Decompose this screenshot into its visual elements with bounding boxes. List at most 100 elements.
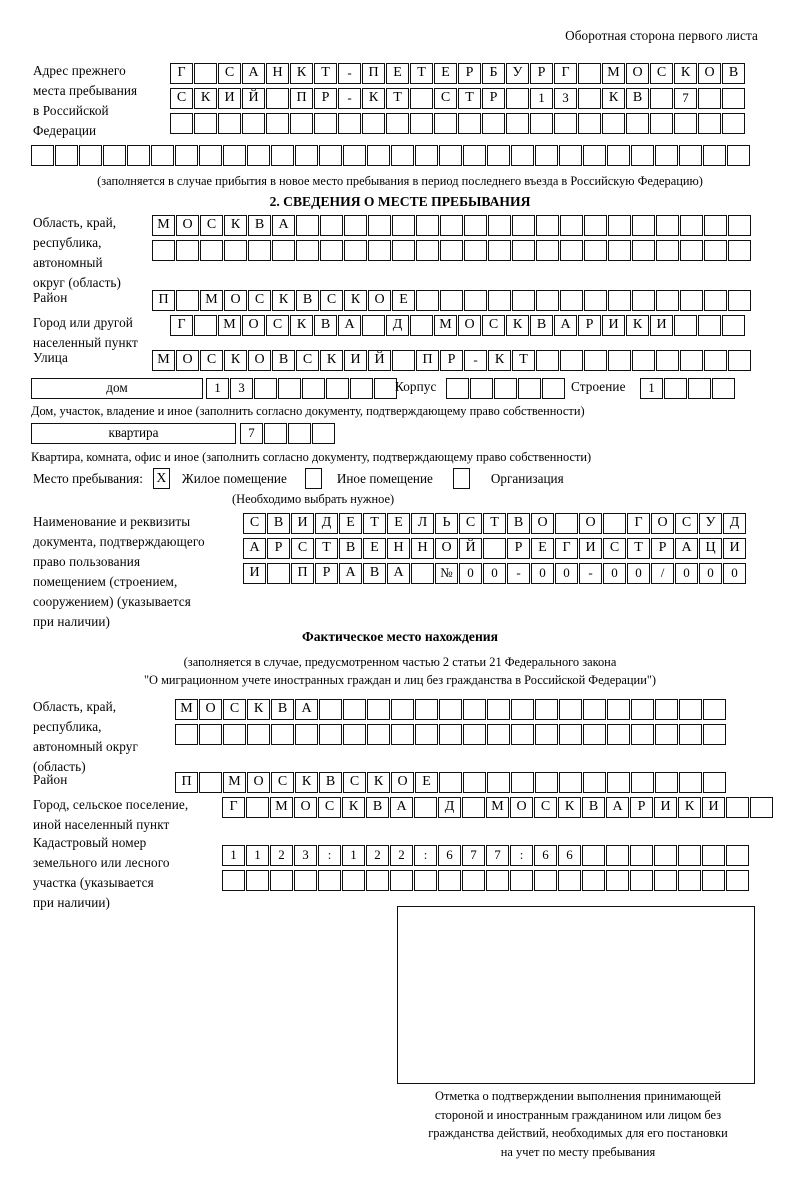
form-cell[interactable]: Г bbox=[222, 797, 245, 818]
form-cell[interactable]: С bbox=[243, 513, 266, 534]
form-cell[interactable] bbox=[194, 63, 217, 84]
form-cell[interactable]: 1 bbox=[640, 378, 663, 399]
form-cell[interactable] bbox=[410, 113, 433, 134]
form-cell[interactable] bbox=[416, 240, 439, 261]
form-cell[interactable] bbox=[583, 772, 606, 793]
form-cell[interactable] bbox=[55, 145, 78, 166]
korpus-cells[interactable] bbox=[446, 378, 565, 399]
form-cell[interactable]: И bbox=[602, 315, 625, 336]
form-cell[interactable] bbox=[726, 797, 749, 818]
form-cell[interactable]: К bbox=[342, 797, 365, 818]
form-cell[interactable]: О bbox=[368, 290, 391, 311]
form-cell[interactable]: Т bbox=[386, 88, 409, 109]
form-cell[interactable]: Д bbox=[315, 513, 338, 534]
form-cell[interactable] bbox=[410, 315, 433, 336]
form-cell[interactable] bbox=[512, 240, 535, 261]
form-cell[interactable] bbox=[267, 563, 290, 584]
form-cell[interactable] bbox=[631, 145, 654, 166]
form-cell[interactable]: У bbox=[699, 513, 722, 534]
form-cell[interactable]: К bbox=[488, 350, 511, 371]
form-cell[interactable] bbox=[391, 699, 414, 720]
form-cell[interactable]: 7 bbox=[674, 88, 697, 109]
form-cell[interactable]: 2 bbox=[390, 845, 413, 866]
form-cell[interactable]: У bbox=[506, 63, 529, 84]
form-cell[interactable] bbox=[199, 772, 222, 793]
form-cell[interactable] bbox=[607, 772, 630, 793]
form-cell[interactable] bbox=[584, 290, 607, 311]
prev-address-row-4[interactable] bbox=[31, 145, 750, 166]
form-cell[interactable]: 0 bbox=[555, 563, 578, 584]
form-cell[interactable] bbox=[314, 113, 337, 134]
form-cell[interactable]: В bbox=[248, 215, 271, 236]
form-cell[interactable]: - bbox=[507, 563, 530, 584]
form-cell[interactable]: 0 bbox=[627, 563, 650, 584]
form-cell[interactable] bbox=[512, 290, 535, 311]
form-cell[interactable]: К bbox=[290, 63, 313, 84]
form-cell[interactable] bbox=[271, 724, 294, 745]
form-cell[interactable] bbox=[656, 290, 679, 311]
form-cell[interactable] bbox=[290, 113, 313, 134]
form-cell[interactable] bbox=[246, 870, 269, 891]
form-cell[interactable] bbox=[607, 724, 630, 745]
form-cell[interactable]: 0 bbox=[603, 563, 626, 584]
form-cell[interactable] bbox=[584, 350, 607, 371]
form-cell[interactable] bbox=[338, 113, 361, 134]
form-cell[interactable]: К bbox=[602, 88, 625, 109]
form-cell[interactable]: 1 bbox=[222, 845, 245, 866]
form-cell[interactable] bbox=[199, 724, 222, 745]
form-cell[interactable] bbox=[608, 215, 631, 236]
form-cell[interactable]: : bbox=[510, 845, 533, 866]
form-cell[interactable]: В bbox=[507, 513, 530, 534]
form-cell[interactable] bbox=[302, 378, 325, 399]
form-cell[interactable] bbox=[678, 870, 701, 891]
form-cell[interactable]: К bbox=[320, 350, 343, 371]
form-cell[interactable] bbox=[463, 772, 486, 793]
form-cell[interactable] bbox=[464, 240, 487, 261]
form-cell[interactable]: О bbox=[247, 772, 270, 793]
form-cell[interactable]: К bbox=[224, 215, 247, 236]
form-cell[interactable] bbox=[415, 724, 438, 745]
form-cell[interactable] bbox=[439, 772, 462, 793]
form-cell[interactable] bbox=[702, 870, 725, 891]
form-cell[interactable]: Е bbox=[392, 290, 415, 311]
form-cell[interactable] bbox=[176, 240, 199, 261]
form-cell[interactable]: М bbox=[486, 797, 509, 818]
form-cell[interactable] bbox=[704, 350, 727, 371]
form-cell[interactable]: Р bbox=[314, 88, 337, 109]
form-cell[interactable] bbox=[680, 240, 703, 261]
stay-type-checkbox-organization[interactable] bbox=[452, 468, 470, 489]
form-cell[interactable]: В bbox=[296, 290, 319, 311]
form-cell[interactable] bbox=[446, 378, 469, 399]
form-cell[interactable] bbox=[415, 145, 438, 166]
form-cell[interactable] bbox=[607, 145, 630, 166]
form-cell[interactable] bbox=[535, 145, 558, 166]
form-cell[interactable]: О bbox=[651, 513, 674, 534]
form-cell[interactable] bbox=[463, 724, 486, 745]
form-cell[interactable] bbox=[631, 699, 654, 720]
form-cell[interactable] bbox=[318, 870, 341, 891]
form-cell[interactable] bbox=[608, 240, 631, 261]
form-cell[interactable]: С bbox=[200, 350, 223, 371]
form-cell[interactable] bbox=[266, 113, 289, 134]
form-cell[interactable]: Н bbox=[266, 63, 289, 84]
form-cell[interactable] bbox=[558, 870, 581, 891]
form-cell[interactable]: В bbox=[272, 350, 295, 371]
form-cell[interactable] bbox=[703, 699, 726, 720]
form-cell[interactable]: И bbox=[218, 88, 241, 109]
form-cell[interactable]: С bbox=[534, 797, 557, 818]
form-cell[interactable]: М bbox=[434, 315, 457, 336]
form-cell[interactable]: Е bbox=[415, 772, 438, 793]
form-cell[interactable] bbox=[176, 290, 199, 311]
form-cell[interactable] bbox=[151, 145, 174, 166]
form-cell[interactable]: С bbox=[218, 63, 241, 84]
form-cell[interactable]: О bbox=[248, 350, 271, 371]
form-cell[interactable]: Р bbox=[507, 538, 530, 559]
form-cell[interactable] bbox=[727, 145, 750, 166]
form-cell[interactable]: О bbox=[199, 699, 222, 720]
form-cell[interactable] bbox=[560, 240, 583, 261]
form-cell[interactable]: Д bbox=[386, 315, 409, 336]
form-cell[interactable]: О bbox=[531, 513, 554, 534]
form-cell[interactable] bbox=[367, 145, 390, 166]
form-cell[interactable] bbox=[603, 513, 626, 534]
